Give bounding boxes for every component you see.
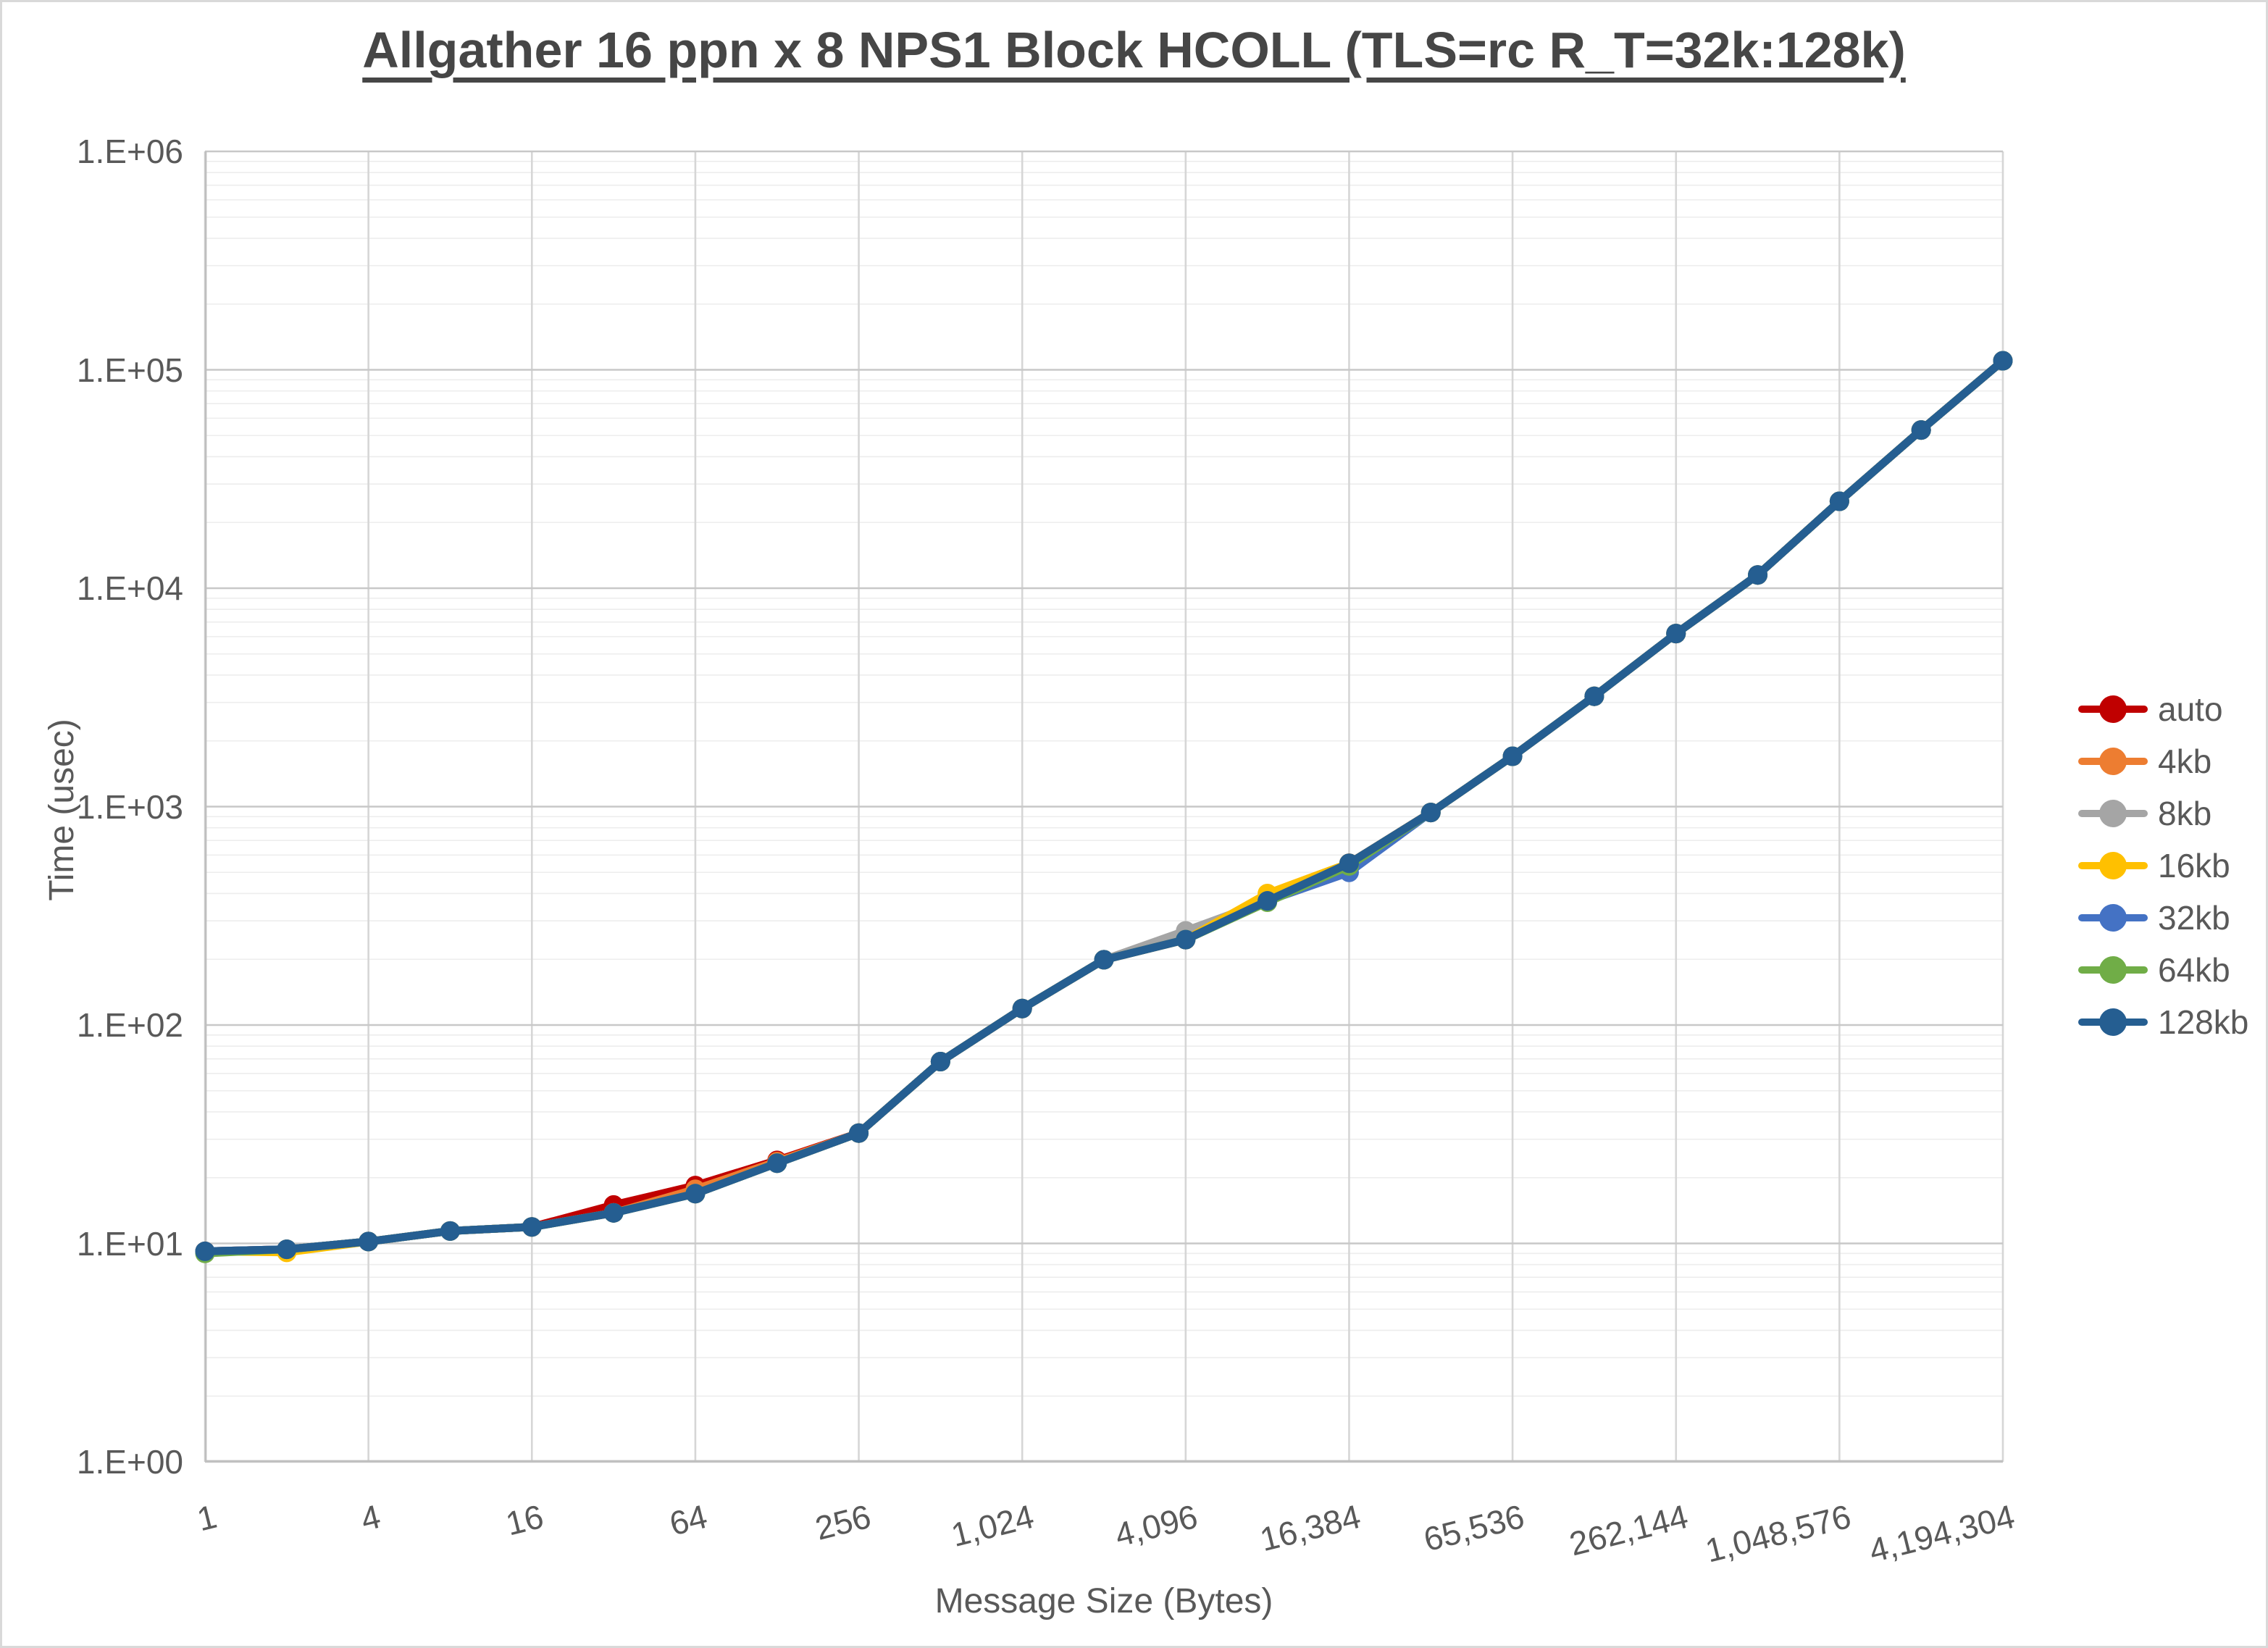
legend-dot [2099,1008,2127,1036]
series-marker-128kb [359,1231,379,1252]
legend-dot [2099,748,2127,775]
y-tick-label: 1.E+05 [76,351,183,389]
y-tick-label: 1.E+00 [76,1443,183,1481]
legend-marker-icon [2078,1008,2148,1036]
legend: auto 4kb 8kb 16kb 32kb 64kb 128kb [2078,683,2248,1048]
x-tick-label: 4 [356,1497,384,1539]
series-marker-128kb [1258,891,1278,911]
legend-marker-icon [2078,956,2148,984]
x-tick-label: 256 [811,1497,874,1547]
series-marker-128kb [1993,351,2013,371]
series-marker-128kb [1748,565,1768,585]
series-marker-128kb [1666,624,1686,644]
legend-label: auto [2158,690,2223,728]
series-marker-128kb [1829,491,1849,511]
legend-label: 64kb [2158,951,2230,989]
legend-marker-icon [2078,800,2148,827]
series-marker-128kb [1911,420,1931,440]
legend-marker-icon [2078,748,2148,775]
y-tick-label: 1.E+01 [76,1224,183,1263]
x-tick-label: 1,024 [947,1497,1038,1555]
series-marker-128kb [767,1153,787,1174]
series-marker-128kb [1012,998,1032,1019]
x-tick-label: 1 [193,1497,221,1539]
legend-item-32kb: 32kb [2078,892,2248,944]
x-tick-label: 4,096 [1110,1497,1202,1555]
legend-item-128kb: 128kb [2078,996,2248,1048]
legend-label: 32kb [2158,899,2230,937]
x-tick-label: 4,194,304 [1865,1497,2019,1570]
legend-item-4kb: 4kb [2078,735,2248,787]
x-tick-label: 65,536 [1420,1497,1528,1559]
x-tick-label: 16 [502,1497,548,1543]
series-marker-128kb [1584,686,1604,706]
series-marker-128kb [1176,929,1196,950]
legend-label: 8kb [2158,795,2212,832]
legend-label: 16kb [2158,847,2230,884]
y-tick-label: 1.E+03 [76,787,183,826]
y-tick-label: 1.E+04 [76,569,183,607]
series-marker-128kb [195,1241,215,1261]
legend-label: 4kb [2158,743,2212,780]
series-marker-128kb [603,1202,624,1223]
legend-dot [2099,956,2127,984]
series-marker-128kb [1502,746,1523,766]
legend-item-64kb: 64kb [2078,944,2248,996]
series-marker-128kb [685,1184,706,1204]
x-tick-label: 16,384 [1256,1497,1365,1559]
series-marker-128kb [277,1239,297,1260]
series-marker-128kb [1420,803,1441,823]
legend-item-auto: auto [2078,683,2248,735]
legend-label: 128kb [2158,1003,2249,1041]
x-tick-label: 262,144 [1565,1497,1692,1563]
series-marker-128kb [930,1051,950,1071]
legend-item-16kb: 16kb [2078,840,2248,892]
x-axis-title: Message Size (Bytes) [934,1582,1273,1620]
series-marker-128kb [522,1217,542,1237]
series-marker-128kb [1339,853,1359,874]
legend-item-8kb: 8kb [2078,787,2248,840]
y-tick-label: 1.E+02 [76,1006,183,1044]
series-marker-128kb [849,1123,869,1143]
legend-dot [2099,800,2127,827]
legend-marker-icon [2078,695,2148,723]
x-tick-label: 1,048,576 [1702,1497,1855,1570]
y-tick-label: 1.E+06 [76,133,183,170]
legend-dot [2099,852,2127,879]
chart-title: Allgather 16 ppn x 8 NPS1 Block HCOLL (T… [362,22,1906,78]
plot-area [195,150,2013,1463]
legend-dot [2099,904,2127,932]
x-tick-label: 64 [665,1497,711,1543]
legend-dot [2099,695,2127,723]
series-marker-128kb [1094,950,1114,970]
legend-marker-icon [2078,852,2148,879]
plot-canvas [195,150,2013,1463]
series-marker-128kb [440,1221,460,1241]
legend-marker-icon [2078,904,2148,932]
